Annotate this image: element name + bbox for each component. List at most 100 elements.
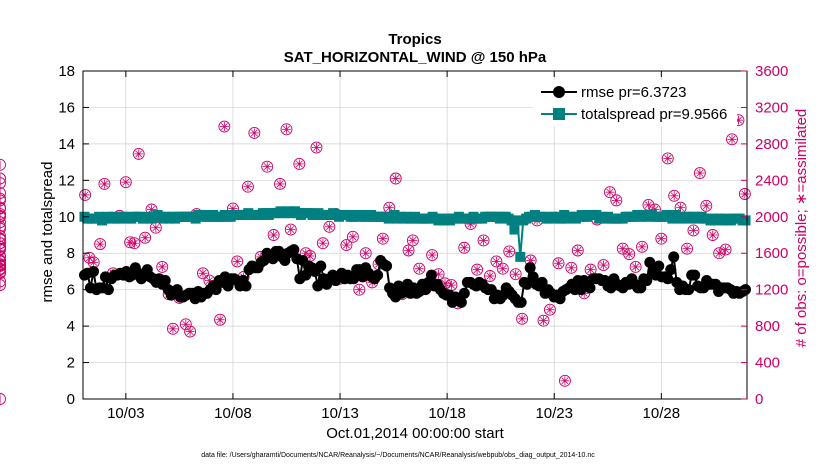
- rmse-point: [455, 296, 467, 308]
- obs-point-star: [625, 250, 633, 258]
- rmse-point: [644, 256, 656, 268]
- obs-point-circle: [0, 279, 6, 292]
- obs-point-star: [657, 235, 665, 243]
- obs-point: [0, 158, 6, 171]
- obs-point-circle: [687, 224, 700, 237]
- totalspread-point: [740, 215, 751, 226]
- obs-point-star: [100, 180, 108, 188]
- totalspread-point: [506, 215, 517, 226]
- obs-point-circle: [128, 237, 141, 250]
- obs-point-circle: [261, 160, 274, 173]
- obs-point: [565, 261, 578, 274]
- y-left-tick-label: 4: [67, 318, 75, 335]
- obs-point: [94, 238, 107, 251]
- legend-totalspread-marker: [553, 108, 565, 120]
- obs-point: [681, 242, 693, 255]
- obs-point-star: [683, 245, 691, 253]
- obs-point-star: [492, 257, 500, 265]
- obs-point-star: [486, 272, 494, 280]
- obs-point-star: [169, 325, 177, 333]
- obs-point: [0, 229, 6, 242]
- obs-point: [0, 260, 6, 272]
- obs-point-circle: [79, 188, 92, 201]
- obs-point: [0, 237, 6, 250]
- obs-point-circle: [413, 262, 426, 275]
- obs-point-circle: [0, 229, 6, 242]
- rmse-point: [300, 269, 312, 281]
- obs-point-circle: [98, 178, 111, 190]
- obs-point-circle: [83, 251, 96, 264]
- rmse-point: [458, 287, 470, 299]
- obs-point-star: [612, 196, 620, 204]
- rmse-point: [87, 265, 99, 277]
- obs-point: [445, 279, 458, 292]
- obs-point: [359, 247, 372, 260]
- obs-point-circle: [726, 133, 738, 146]
- obs-point-circle: [156, 260, 169, 273]
- obs-point-circle: [248, 127, 261, 139]
- obs-point: [490, 255, 503, 268]
- obs-point-circle: [471, 263, 484, 276]
- obs-point-star: [392, 175, 400, 182]
- obs-point: [83, 251, 96, 264]
- obs-point: [496, 262, 509, 275]
- y-right-tick-label: 2800: [755, 136, 788, 153]
- obs-point-star: [349, 233, 357, 241]
- x-tick-label: 10/28: [643, 405, 681, 422]
- obs-point-circle: [340, 239, 353, 251]
- obs-point: [584, 263, 597, 276]
- obs-point: [128, 237, 141, 250]
- obs-point-star: [199, 269, 207, 277]
- y-right-tick-label: 1600: [755, 245, 788, 262]
- obs-point-star: [619, 245, 627, 253]
- obs-point-star: [152, 224, 160, 232]
- obs-point-circle: [458, 241, 471, 254]
- obs-point-star: [405, 247, 413, 254]
- rmse-point: [653, 260, 665, 272]
- obs-point: [713, 247, 726, 260]
- obs-point: [0, 262, 6, 275]
- y-left-tick-label: 0: [67, 391, 75, 408]
- rmse-point: [425, 269, 437, 281]
- obs-point: [693, 167, 706, 179]
- obs-point: [636, 240, 648, 253]
- obs-point-circle: [0, 210, 6, 223]
- obs-point-circle: [346, 230, 359, 243]
- rmse-point: [665, 264, 677, 276]
- y-right-tick-label: 3200: [755, 99, 788, 116]
- obs-point: [516, 312, 529, 325]
- obs-point-star: [638, 243, 646, 251]
- obs-point: [668, 189, 681, 202]
- obs-point-circle: [316, 237, 329, 250]
- x-tick-label: 10/03: [107, 405, 145, 422]
- y-left-tick-label: 6: [67, 282, 75, 299]
- obs-point: [413, 262, 426, 275]
- obs-point: [156, 260, 169, 273]
- obs-point: [79, 188, 92, 201]
- obs-point-circle: [402, 244, 415, 257]
- obs-point: [376, 232, 389, 245]
- totalspread-point: [509, 224, 520, 235]
- obs-point-circle: [0, 208, 6, 220]
- obs-point-star: [518, 315, 526, 323]
- obs-point-star: [574, 247, 582, 254]
- y-left-tick-label: 2: [67, 355, 75, 372]
- obs-point-star: [270, 231, 278, 239]
- obs-point-star: [355, 286, 363, 294]
- obs-point-star: [295, 160, 303, 168]
- obs-point-star: [283, 125, 290, 133]
- obs-point-circle: [552, 257, 565, 270]
- obs-point: [132, 147, 145, 160]
- obs-point-star: [319, 239, 327, 247]
- obs-point: [503, 245, 516, 258]
- obs-point-star: [362, 249, 370, 257]
- obs-point-star: [645, 201, 652, 209]
- obs-point: [261, 160, 274, 173]
- obs-point: [167, 322, 179, 335]
- legend-rmse-label: rmse pr=6.3723: [581, 84, 686, 101]
- totalspread-point: [515, 251, 526, 262]
- obs-point-circle: [543, 303, 556, 316]
- obs-point-circle: [0, 393, 6, 405]
- obs-point-star: [567, 264, 575, 272]
